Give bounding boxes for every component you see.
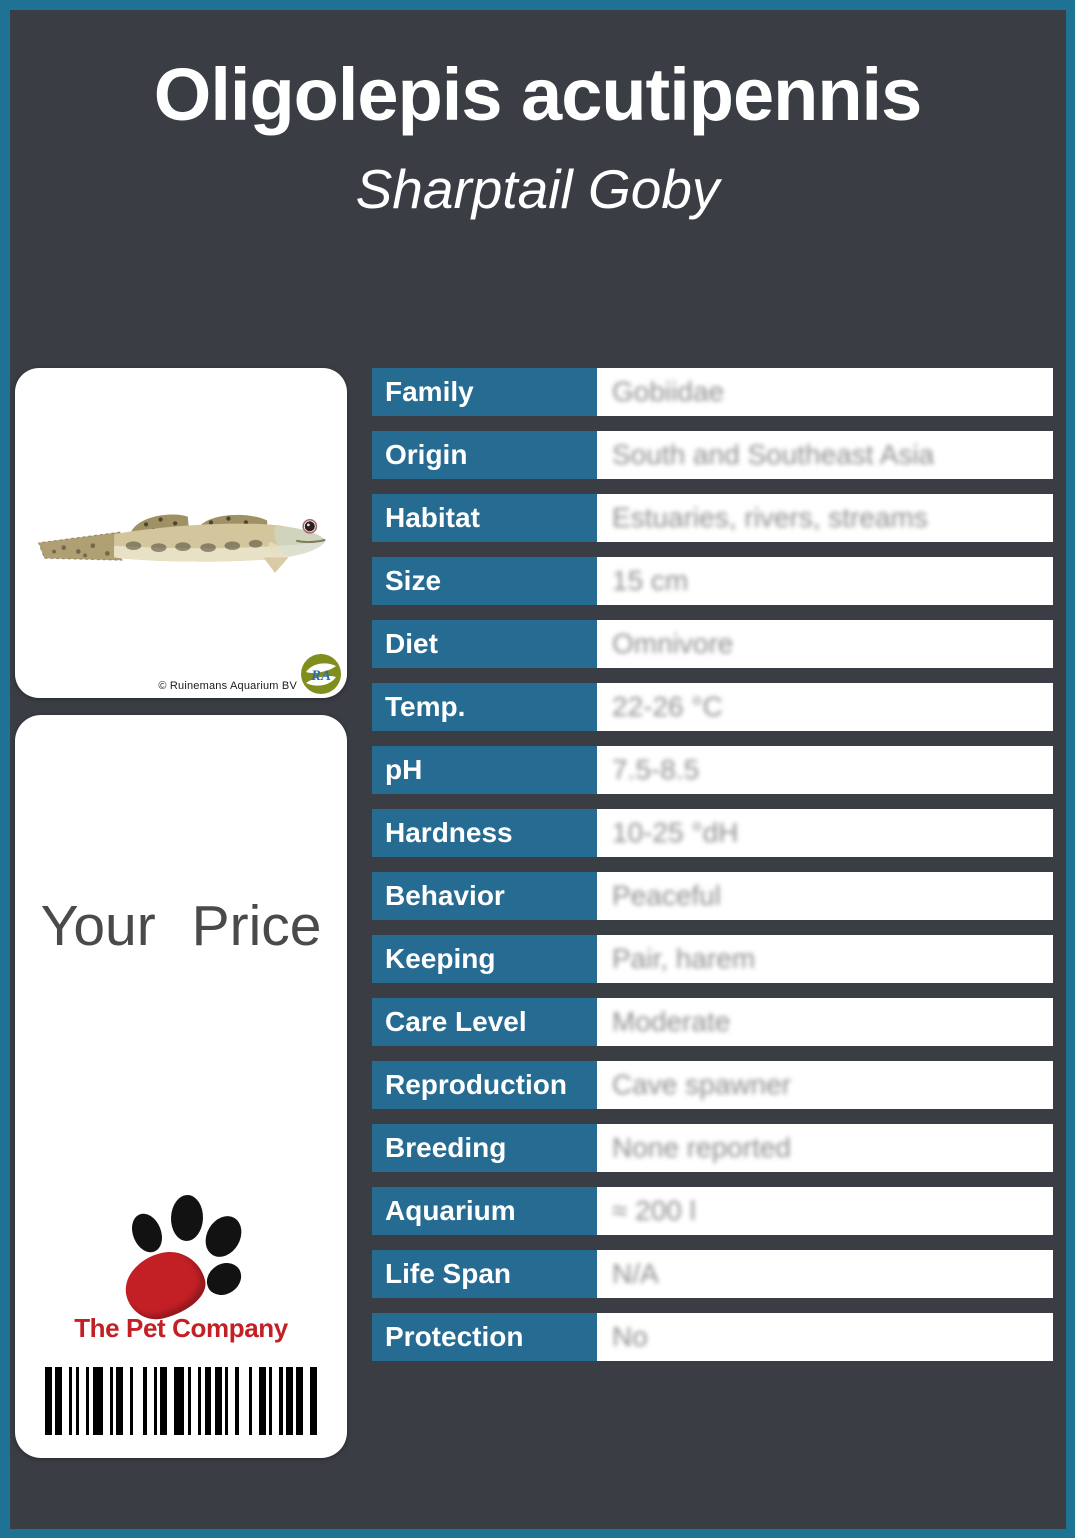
spec-row: pH 7.5-8.5 xyxy=(372,746,1053,794)
price-card: Your Price The Pet Company xyxy=(15,715,347,1458)
spec-value: Pair, harem xyxy=(597,935,1053,983)
common-name: Sharptail Goby xyxy=(355,158,720,220)
barcode xyxy=(45,1367,321,1435)
svg-text:RA: RA xyxy=(310,668,331,684)
spec-label: Care Level xyxy=(372,998,597,1046)
spec-row: Temp. 22-26 °C xyxy=(372,683,1053,731)
spec-label: Behavior xyxy=(372,872,597,920)
spec-row: Reproduction Cave spawner xyxy=(372,1061,1053,1109)
spec-row: Habitat Estuaries, rivers, streams xyxy=(372,494,1053,542)
spec-value: None reported xyxy=(597,1124,1053,1172)
spec-label: Size xyxy=(372,557,597,605)
spec-value: ≈ 200 l xyxy=(597,1187,1053,1235)
spec-value: South and Southeast Asia xyxy=(597,431,1053,479)
spec-value: Gobiidae xyxy=(597,368,1053,416)
brand-name: The Pet Company xyxy=(74,1313,288,1343)
spec-row: Origin South and Southeast Asia xyxy=(372,431,1053,479)
spec-value: Peaceful xyxy=(597,872,1053,920)
spec-label: Habitat xyxy=(372,494,597,542)
paw-logo-icon xyxy=(118,1191,263,1333)
spec-label: Breeding xyxy=(372,1124,597,1172)
spec-row: Protection No xyxy=(372,1313,1053,1361)
spec-value: No xyxy=(597,1313,1053,1361)
spec-value: 15 cm xyxy=(597,557,1053,605)
spec-value: N/A xyxy=(597,1250,1053,1298)
spec-value: Estuaries, rivers, streams xyxy=(597,494,1053,542)
spec-row: Size 15 cm xyxy=(372,557,1053,605)
spec-value: Omnivore xyxy=(597,620,1053,668)
spec-label: Protection xyxy=(372,1313,597,1361)
spec-label: Life Span xyxy=(372,1250,597,1298)
copyright-text: © Ruinemans Aquarium BV xyxy=(158,680,297,692)
spec-row: Breeding None reported xyxy=(372,1124,1053,1172)
spec-value: Moderate xyxy=(597,998,1053,1046)
paw-toe-icon xyxy=(198,1209,249,1264)
spec-value: 10-25 °dH xyxy=(597,809,1053,857)
paw-toe-icon xyxy=(126,1209,168,1257)
species-title: Oligolepis acutipennis xyxy=(153,53,922,136)
spec-label: Temp. xyxy=(372,683,597,731)
photo-card: © Ruinemans Aquarium BV RA xyxy=(15,368,347,698)
paw-toe-icon xyxy=(200,1256,248,1302)
spec-label: Origin xyxy=(372,431,597,479)
spec-label: Aquarium xyxy=(372,1187,597,1235)
spec-label: Keeping xyxy=(372,935,597,983)
spec-row: Family Gobiidae xyxy=(372,368,1053,416)
paw-toe-icon xyxy=(170,1194,204,1242)
spec-row: Life Span N/A xyxy=(372,1250,1053,1298)
spec-label: Diet xyxy=(372,620,597,668)
fish-illustration xyxy=(37,514,326,573)
spec-table: Family Gobiidae Origin South and Southeast … xyxy=(372,368,1053,1376)
spec-row: Hardness 10-25 °dH xyxy=(372,809,1053,857)
spec-value: 7.5-8.5 xyxy=(597,746,1053,794)
spec-row: Keeping Pair, harem xyxy=(372,935,1053,983)
price-label: Your Price xyxy=(40,894,322,958)
spec-label: Family xyxy=(372,368,597,416)
spec-row: Aquarium ≈ 200 l xyxy=(372,1187,1053,1235)
spec-row: Diet Omnivore xyxy=(372,620,1053,668)
spec-value: Cave spawner xyxy=(597,1061,1053,1109)
spec-value: 22-26 °C xyxy=(597,683,1053,731)
spec-row: Behavior Peaceful xyxy=(372,872,1053,920)
spec-label: Hardness xyxy=(372,809,597,857)
spec-label: Reproduction xyxy=(372,1061,597,1109)
spec-label: pH xyxy=(372,746,597,794)
supplier-logo: RA xyxy=(301,654,341,694)
spec-row: Care Level Moderate xyxy=(372,998,1053,1046)
